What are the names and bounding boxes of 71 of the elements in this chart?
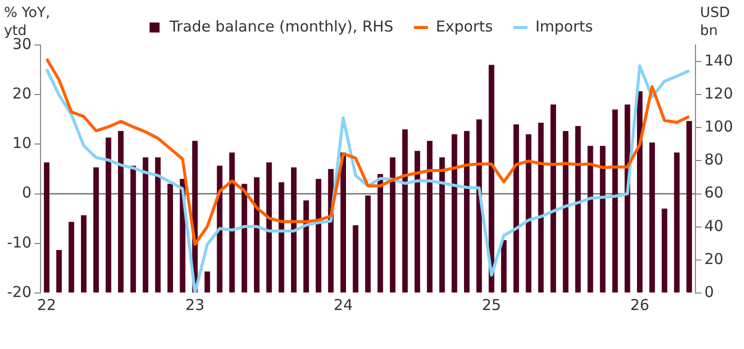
bar xyxy=(526,134,532,292)
y2-tick-label: 80 xyxy=(704,150,724,169)
legend-label: Trade balance (monthly), RHS xyxy=(168,17,394,36)
bar xyxy=(452,134,458,292)
bar xyxy=(204,272,210,292)
bar xyxy=(402,129,408,292)
bar xyxy=(130,166,136,292)
y2-tick-label: 0 xyxy=(704,282,714,301)
bar xyxy=(562,130,568,292)
bar xyxy=(93,167,99,292)
bar xyxy=(636,91,643,292)
x-tick-label: 23 xyxy=(185,296,204,314)
bar xyxy=(254,177,260,292)
bar xyxy=(216,166,222,292)
bar xyxy=(600,146,606,292)
bar xyxy=(426,140,432,292)
bar xyxy=(44,162,50,292)
bar xyxy=(662,208,668,292)
bar xyxy=(550,104,556,292)
bar xyxy=(118,130,124,292)
bar xyxy=(242,184,248,292)
y2-tick-label: 60 xyxy=(704,184,724,202)
bar xyxy=(229,152,235,292)
bar xyxy=(488,64,494,292)
y2-tick-label: 120 xyxy=(704,84,734,102)
bar xyxy=(612,109,618,292)
bar xyxy=(365,195,371,292)
bar xyxy=(106,138,112,292)
bar xyxy=(316,178,322,292)
y-tick-label: 0 xyxy=(22,184,32,202)
x-tick-label: 24 xyxy=(334,296,353,314)
bar xyxy=(291,167,297,292)
bar xyxy=(390,157,396,292)
bar xyxy=(476,119,482,292)
y-tick-label: 20 xyxy=(12,84,32,102)
bar xyxy=(68,222,74,292)
bar xyxy=(142,157,148,292)
bar xyxy=(538,122,544,292)
x-tick-label: 25 xyxy=(482,296,502,314)
bar xyxy=(464,130,470,292)
y-tick-label: -20 xyxy=(7,282,32,301)
bar xyxy=(378,174,384,292)
bar xyxy=(80,215,87,292)
bar xyxy=(513,124,519,292)
y-tick-label: 10 xyxy=(12,134,32,152)
bar xyxy=(649,142,655,292)
x-tick-label: 22 xyxy=(37,296,56,314)
bar xyxy=(414,150,420,292)
bar xyxy=(674,152,680,292)
y2-axis-title: USD bn xyxy=(700,4,731,40)
legend-label: Exports xyxy=(436,17,494,36)
bar xyxy=(303,200,309,292)
bar xyxy=(575,126,581,292)
y2-tick-label: 20 xyxy=(704,250,724,268)
y2-tick-label: 40 xyxy=(704,216,724,235)
y2-tick-label: 140 xyxy=(704,51,734,70)
bar xyxy=(167,184,174,292)
bar xyxy=(686,121,692,292)
bar xyxy=(340,152,346,292)
legend-label: Imports xyxy=(535,17,594,36)
bar xyxy=(278,182,284,292)
bar xyxy=(501,240,507,292)
bar xyxy=(352,225,358,292)
y-tick-label: -10 xyxy=(7,233,32,252)
bar xyxy=(266,162,272,292)
bar xyxy=(588,146,594,292)
bar xyxy=(155,157,161,292)
bar xyxy=(56,250,62,292)
bar xyxy=(439,157,445,292)
x-tick-label: 26 xyxy=(630,296,650,314)
y2-tick-label: 100 xyxy=(704,118,734,136)
